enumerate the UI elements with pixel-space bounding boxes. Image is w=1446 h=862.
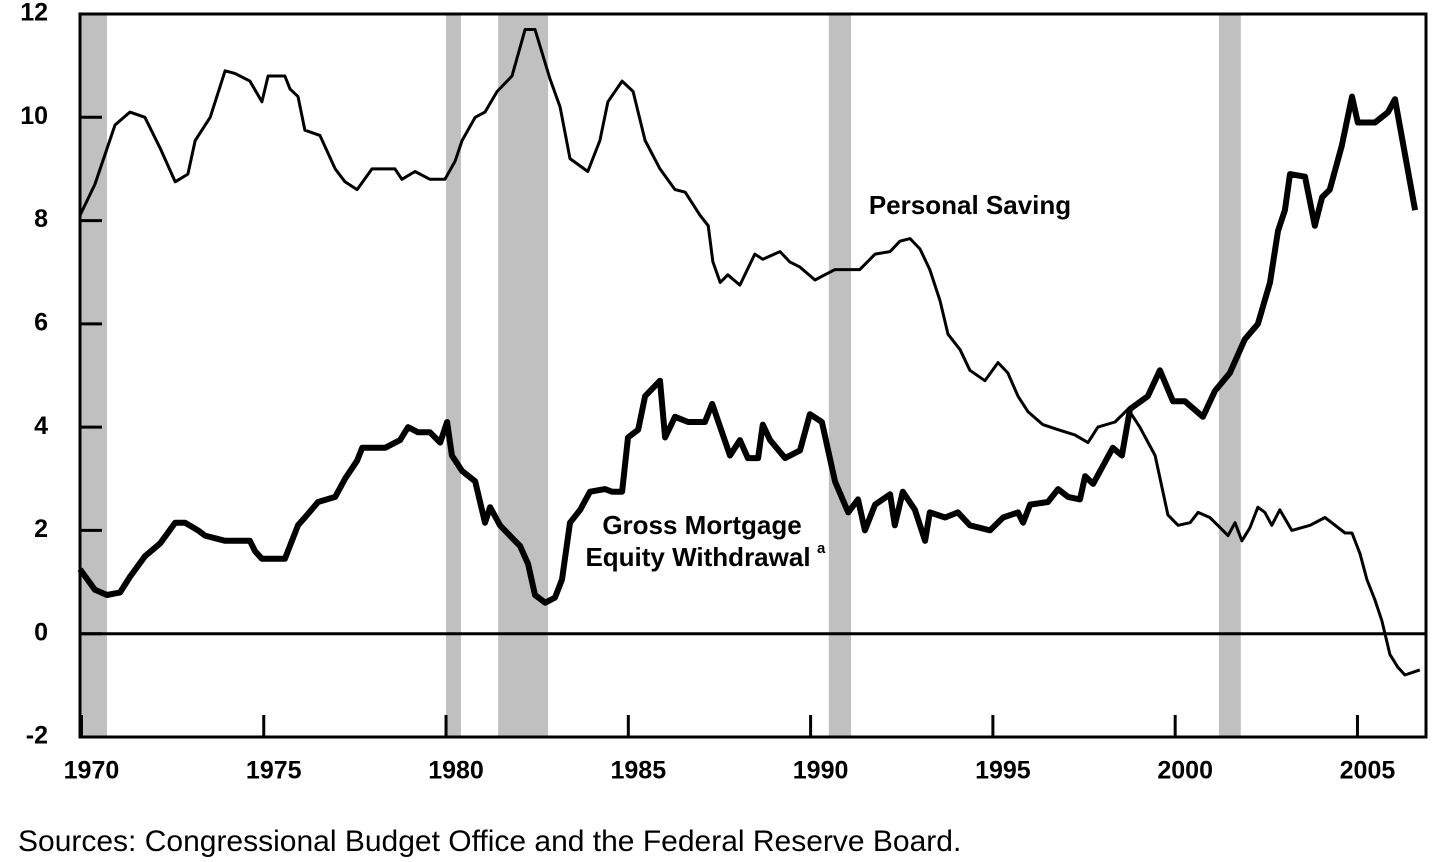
recession-band	[498, 14, 549, 737]
x-tick-label: 1970	[64, 757, 120, 785]
plot-frame	[78, 12, 1428, 739]
data-line	[78, 28, 1421, 677]
annotation: Personal Saving	[869, 190, 1071, 220]
y-tick-label: 2	[34, 515, 48, 543]
y-tick-label: 10	[20, 102, 48, 130]
x-tick-label: 2005	[1340, 757, 1396, 785]
y-tick-label: 0	[34, 618, 48, 646]
y-tick-label: 4	[34, 412, 48, 440]
source-note: Sources: Congressional Budget Office and…	[18, 825, 961, 858]
data-line	[77, 93, 1419, 606]
y-tick-label: 6	[34, 308, 48, 336]
x-tick-label: 1985	[611, 757, 667, 785]
x-tick-label: 1990	[793, 757, 849, 785]
x-tick-label: 2000	[1157, 757, 1213, 785]
annotation: Gross Mortgage	[602, 510, 801, 540]
y-tick-label: -2	[26, 722, 48, 750]
recession-band	[446, 14, 461, 737]
annotation: a	[817, 540, 826, 557]
x-tick-label: 1975	[246, 757, 302, 785]
x-tick-label: 1995	[975, 757, 1031, 785]
recession-band	[828, 14, 852, 737]
annotation: Equity Withdrawal	[585, 542, 810, 572]
x-tick-label: 1980	[428, 757, 484, 785]
y-tick-label: 8	[34, 205, 48, 233]
recession-band	[80, 14, 107, 737]
y-tick-label: 12	[20, 0, 48, 27]
